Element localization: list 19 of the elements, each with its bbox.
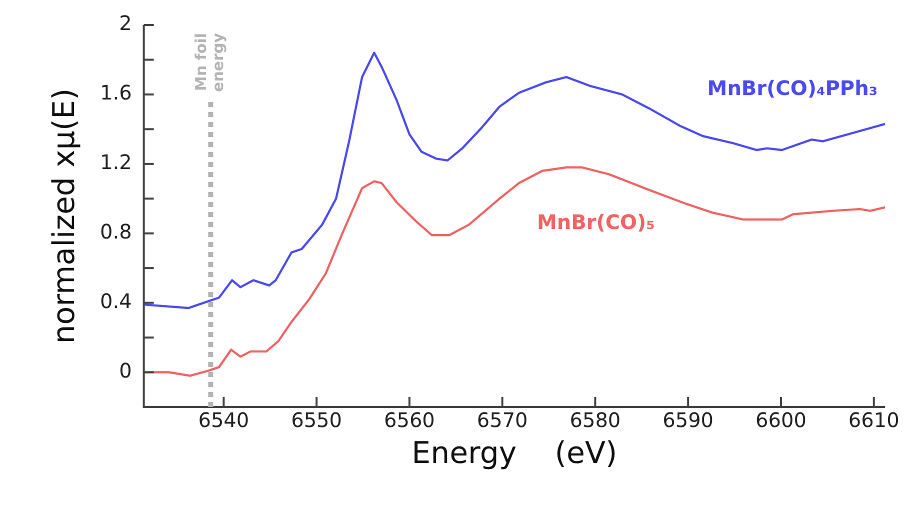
y-tick-label: 1.2 — [100, 150, 132, 174]
y-axis-title: normalized xμ(E) — [46, 88, 82, 344]
y-tick-label: 0.4 — [100, 289, 132, 314]
x-tick-label: 6570 — [476, 408, 528, 432]
x-tick-label: 6610 — [848, 408, 900, 432]
x-axis-title: Energy (eV) — [412, 436, 618, 471]
x-tick-label: 6590 — [662, 408, 714, 432]
series-label: MnBr(CO)₅ — [536, 210, 655, 234]
x-tick-label: 6580 — [570, 408, 621, 432]
y-tick-label: 2 — [119, 11, 132, 36]
y-tick-label: 1.6 — [100, 80, 132, 105]
y-tick-label: 0 — [119, 358, 132, 382]
series-label: MnBr(CO)₄PPh₃ — [707, 76, 878, 100]
x-tick-label: 6550 — [291, 408, 342, 432]
x-tick-label: 6540 — [198, 408, 250, 432]
ref-line-label: Mn foil energy — [192, 32, 228, 92]
x-tick-label: 6600 — [756, 408, 806, 432]
y-tick-label: 0.8 — [100, 220, 132, 244]
x-tick-label: 6560 — [384, 408, 435, 432]
